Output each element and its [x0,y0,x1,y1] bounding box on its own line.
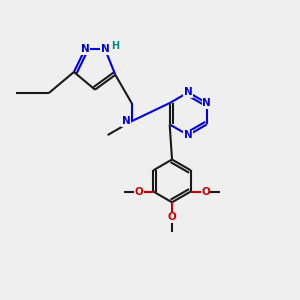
Text: O: O [168,212,176,222]
Text: N: N [184,87,193,97]
Text: N: N [122,116,131,126]
Text: H: H [111,41,119,51]
Text: N: N [81,44,89,54]
Text: O: O [201,187,210,196]
Text: N: N [202,98,211,108]
Text: N: N [101,44,110,54]
Text: O: O [134,187,143,196]
Text: N: N [184,130,193,140]
